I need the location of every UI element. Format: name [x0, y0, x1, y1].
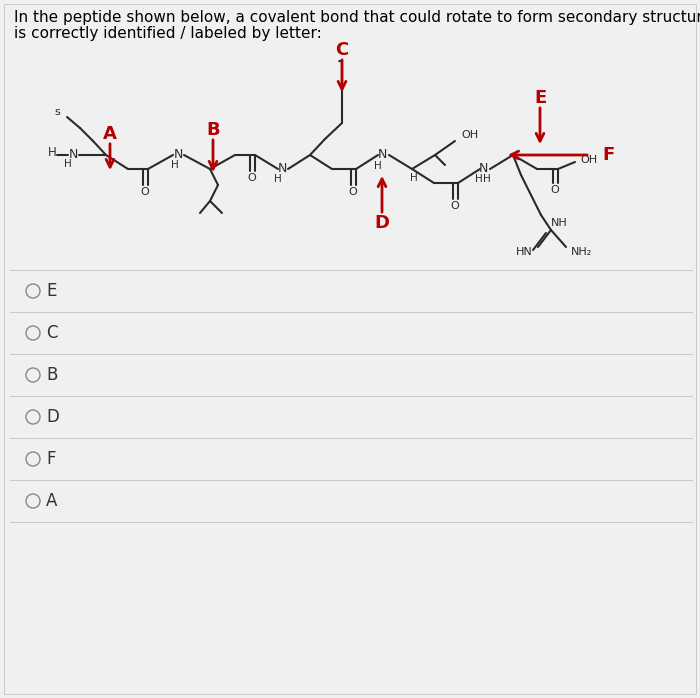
Text: H: H: [48, 147, 57, 160]
Text: C: C: [335, 41, 349, 59]
Text: F: F: [602, 146, 615, 164]
Text: NH₂: NH₂: [571, 247, 592, 257]
Text: E: E: [46, 282, 57, 300]
Text: E: E: [534, 89, 546, 107]
Text: H: H: [410, 173, 418, 183]
Text: OH: OH: [461, 130, 478, 140]
Text: OH: OH: [580, 155, 597, 165]
Text: D: D: [46, 408, 59, 426]
Text: NH: NH: [551, 218, 568, 228]
Text: N: N: [277, 161, 287, 174]
Text: H: H: [483, 174, 491, 184]
Text: is correctly identified / labeled by letter:: is correctly identified / labeled by let…: [14, 26, 322, 41]
Text: C: C: [46, 324, 57, 342]
Text: H: H: [475, 174, 483, 184]
Text: N: N: [478, 161, 488, 174]
Text: B: B: [206, 121, 220, 139]
Text: H: H: [64, 159, 72, 169]
Text: O: O: [349, 187, 358, 197]
Text: B: B: [46, 366, 57, 384]
Text: N: N: [174, 147, 183, 161]
Text: F: F: [46, 450, 55, 468]
Text: H: H: [374, 161, 382, 171]
Text: HN: HN: [517, 247, 533, 257]
Text: D: D: [374, 214, 389, 232]
Text: O: O: [451, 201, 459, 211]
Text: N: N: [377, 147, 386, 161]
Text: In the peptide shown below, a covalent bond that could rotate to form secondary : In the peptide shown below, a covalent b…: [14, 10, 700, 25]
Text: A: A: [46, 492, 57, 510]
Text: N: N: [69, 147, 78, 161]
Text: A: A: [103, 125, 117, 143]
Text: O: O: [141, 187, 149, 197]
Text: H: H: [171, 160, 179, 170]
Text: s: s: [55, 107, 60, 117]
Text: H: H: [274, 174, 282, 184]
Text: O: O: [551, 185, 559, 195]
Text: O: O: [248, 173, 256, 183]
